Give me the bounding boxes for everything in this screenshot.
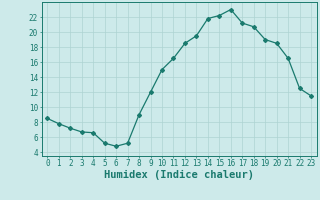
X-axis label: Humidex (Indice chaleur): Humidex (Indice chaleur) xyxy=(104,170,254,180)
